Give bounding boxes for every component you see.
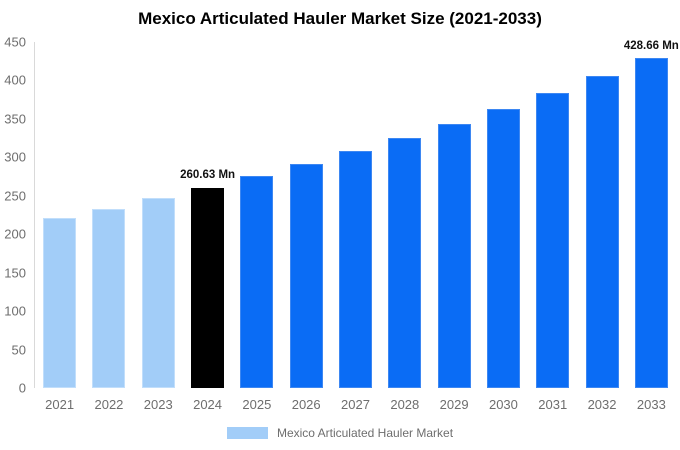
- bar-2027: [339, 151, 372, 388]
- bar-2024: [191, 187, 225, 388]
- y-tick-50: 50: [11, 342, 26, 358]
- x-tick-2024: 2024: [193, 397, 223, 412]
- legend-swatch: [226, 427, 268, 439]
- bar-2031: [536, 92, 570, 388]
- x-tick-2021: 2021: [45, 397, 75, 412]
- x-tick-2029: 2029: [439, 397, 469, 412]
- x-tick-2030: 2030: [488, 397, 518, 412]
- y-tick-300: 300: [4, 149, 26, 165]
- bar-2022: [92, 208, 126, 388]
- x-tick-2023: 2023: [143, 397, 173, 412]
- y-tick-200: 200: [4, 226, 26, 242]
- data-label-2024: 260.63 Mn: [180, 169, 236, 182]
- y-tick-450: 450: [4, 34, 26, 50]
- bar-2025: [240, 176, 274, 388]
- bar-2028: [388, 138, 422, 388]
- legend-label: Mexico Articulated Hauler Market: [276, 426, 454, 440]
- y-axis-line: [34, 42, 35, 388]
- y-tick-350: 350: [4, 111, 26, 127]
- bar-2023: [141, 198, 175, 388]
- x-tick-2033: 2033: [636, 397, 666, 412]
- bar-2030: [486, 108, 520, 388]
- bar-2033: [634, 58, 668, 388]
- x-tick-2031: 2031: [538, 397, 568, 412]
- x-tick-2025: 2025: [242, 397, 272, 412]
- bar-2026: [289, 164, 323, 388]
- chart-title: Mexico Articulated Hauler Market Size (2…: [138, 9, 542, 28]
- x-axis-labels: 2021 2022 2023 2024 2025 2026 2027 2028 2029 2030…: [35, 397, 676, 413]
- bar-2032: [585, 76, 619, 388]
- x-tick-2027: 2027: [341, 397, 370, 412]
- data-label-2033: 428.66 Mn: [623, 39, 679, 52]
- y-tick-100: 100: [4, 303, 26, 319]
- x-tick-2022: 2022: [94, 397, 124, 412]
- y-tick-0: 0: [18, 380, 26, 396]
- bar-2029: [437, 123, 471, 388]
- legend: Mexico Articulated Hauler Market: [0, 426, 680, 440]
- y-axis-ticks: 0 50 100 150 200 250 300 350 400 450: [0, 36, 26, 395]
- x-tick-2026: 2026: [291, 397, 321, 412]
- plot-area: 260.63 Mn 428.66 Mn: [35, 39, 679, 388]
- bar-2021: [43, 218, 77, 388]
- y-tick-250: 250: [4, 188, 26, 204]
- y-tick-400: 400: [4, 72, 26, 88]
- x-tick-2028: 2028: [390, 397, 420, 412]
- x-tick-2032: 2032: [587, 397, 617, 412]
- y-tick-150: 150: [4, 265, 26, 281]
